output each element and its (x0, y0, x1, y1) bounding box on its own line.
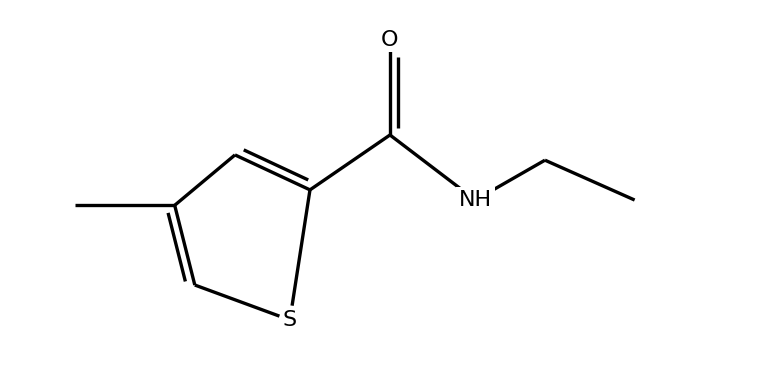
Text: NH: NH (459, 190, 492, 210)
Text: O: O (381, 30, 399, 50)
Text: S: S (283, 310, 297, 330)
